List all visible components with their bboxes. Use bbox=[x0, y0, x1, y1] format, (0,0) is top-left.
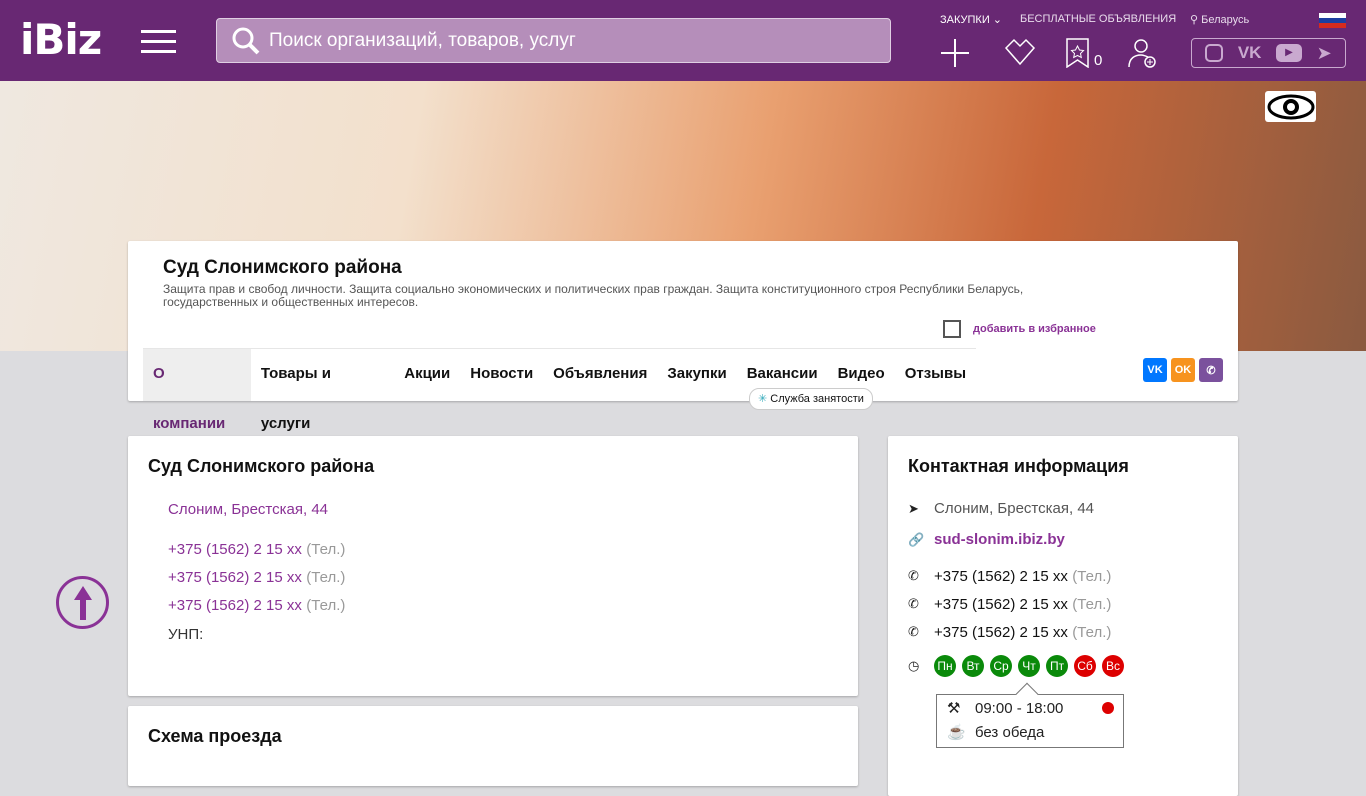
add-user-icon[interactable] bbox=[1128, 38, 1158, 68]
youtube-icon[interactable]: ▶ bbox=[1276, 44, 1303, 62]
logo[interactable]: iBiz bbox=[20, 15, 102, 64]
unp-label: УНП: bbox=[168, 626, 204, 643]
route-card: Схема проезда bbox=[128, 706, 858, 786]
tools-icon: ⚒ bbox=[947, 700, 961, 717]
accessibility-eye-icon[interactable] bbox=[1265, 91, 1316, 122]
tab-ads[interactable]: Объявления bbox=[553, 365, 648, 382]
russian-flag-icon[interactable] bbox=[1319, 13, 1346, 28]
tab-products[interactable]: Товары и услуги bbox=[260, 365, 331, 432]
purchases-dropdown[interactable]: ЗАКУПКИ ⌄ bbox=[940, 13, 1002, 26]
weekdays: Пн Вт Ср Чт Пт Сб Вс bbox=[934, 655, 1130, 677]
phone-link[interactable]: +375 (1562) 2 15 xx bbox=[168, 597, 302, 614]
coffee-icon: ☕ bbox=[947, 724, 966, 741]
social-links: VK ▶ ➤ bbox=[1191, 38, 1346, 68]
favorites-count: 0 bbox=[1094, 52, 1103, 69]
tab-about[interactable]: О компании bbox=[143, 349, 251, 432]
contact-phone[interactable]: +375 (1562) 2 15 xx bbox=[934, 595, 1068, 613]
sparkle-icon: ✳ bbox=[758, 393, 768, 405]
company-description: Защита прав и свобод личности. Защита со… bbox=[163, 282, 1024, 309]
top-header: iBiz ЗАКУПКИ ⌄ БЕСПЛАТНЫЕ ОБЪЯВЛЕНИЯ ⚲ Б… bbox=[0, 0, 1366, 81]
day-badge[interactable]: Пн bbox=[934, 655, 956, 677]
phone-row: +375 (1562) 2 15 xx (Тел.) bbox=[168, 564, 345, 592]
tab-reviews[interactable]: Отзывы bbox=[904, 365, 966, 382]
add-favorite-label: добавить в избранное bbox=[973, 323, 1096, 335]
phone-icon: ✆ bbox=[908, 624, 919, 639]
day-badge[interactable]: Чт bbox=[1018, 655, 1040, 677]
route-title: Схема проезда bbox=[148, 726, 282, 746]
arrow-up-icon bbox=[73, 585, 92, 620]
hours-popup: ⚒ 09:00 - 18:00 ☕ без обеда bbox=[936, 682, 1124, 748]
phone-type: (Тел.) bbox=[306, 569, 346, 586]
employment-label: Служба занятости bbox=[770, 393, 864, 405]
odnoklassniki-share-icon[interactable]: OK bbox=[1171, 358, 1195, 382]
bookmark-star-icon[interactable] bbox=[1066, 38, 1090, 68]
contacts-card: Контактная информация ➤ Слоним, Брестская… bbox=[888, 436, 1238, 796]
phone-type: (Тел.) bbox=[1072, 595, 1112, 613]
contact-phone[interactable]: +375 (1562) 2 15 xx bbox=[934, 567, 1068, 585]
search-icon[interactable] bbox=[231, 26, 261, 56]
phone-icon: ✆ bbox=[908, 568, 919, 583]
scroll-up-button[interactable] bbox=[56, 576, 109, 629]
search-bar bbox=[216, 18, 891, 63]
link-icon: 🔗 bbox=[908, 531, 925, 547]
vk-share-icon[interactable]: VK bbox=[1143, 358, 1167, 382]
company-tabs: О компании Товары и услуги Акции Новости… bbox=[143, 348, 976, 432]
add-favorite-checkbox[interactable]: добавить в избранное bbox=[943, 320, 1096, 338]
phone-row: +375 (1562) 2 15 xx (Тел.) bbox=[168, 536, 345, 564]
contact-phone[interactable]: +375 (1562) 2 15 xx bbox=[934, 623, 1068, 641]
status-dot bbox=[1102, 702, 1114, 714]
vk-icon[interactable]: VK bbox=[1237, 43, 1262, 62]
menu-icon[interactable] bbox=[141, 30, 176, 54]
tab-news[interactable]: Новости bbox=[470, 365, 534, 382]
contact-address: Слоним, Брестская, 44 bbox=[934, 500, 1095, 517]
day-badge[interactable]: Пт bbox=[1046, 655, 1068, 677]
phone-link[interactable]: +375 (1562) 2 15 xx bbox=[168, 569, 302, 586]
phone-type: (Тел.) bbox=[1072, 567, 1112, 585]
purchases-label: ЗАКУПКИ bbox=[940, 14, 990, 26]
company-info-card: Суд Слонимского района Слоним, Брестская… bbox=[128, 436, 858, 696]
company-header-card: Суд Слонимского района Защита прав и сво… bbox=[128, 241, 1238, 432]
site-link[interactable]: sud-slonim.ibiz.by bbox=[934, 531, 1065, 548]
work-hours: 09:00 - 18:00 bbox=[975, 699, 1064, 717]
address-link[interactable]: Слоним, Брестская, 44 bbox=[168, 501, 329, 518]
phone-type: (Тел.) bbox=[306, 597, 346, 614]
tab-video[interactable]: Видео bbox=[837, 365, 885, 382]
lunch-info: без обеда bbox=[975, 723, 1045, 741]
tab-purchases[interactable]: Закупки bbox=[667, 365, 727, 382]
phone-icon: ✆ bbox=[908, 596, 919, 611]
region-label: Беларусь bbox=[1201, 14, 1250, 26]
phone-row: +375 (1562) 2 15 xx (Тел.) bbox=[168, 592, 345, 620]
phone-link[interactable]: +375 (1562) 2 15 xx bbox=[168, 541, 302, 558]
day-badge[interactable]: Вс bbox=[1102, 655, 1124, 677]
company-title: Суд Слонимского района bbox=[163, 257, 402, 278]
day-badge[interactable]: Ср bbox=[990, 655, 1012, 677]
phone-type: (Тел.) bbox=[306, 541, 346, 558]
navigation-arrow-icon: ➤ bbox=[908, 500, 919, 516]
tab-vacancies[interactable]: Вакансии bbox=[746, 365, 818, 382]
checkbox-icon bbox=[943, 320, 961, 338]
location-pin-icon: ⚲ bbox=[1190, 14, 1199, 26]
contacts-title: Контактная информация bbox=[908, 456, 1129, 476]
add-icon[interactable] bbox=[940, 38, 970, 68]
employment-service-badge[interactable]: ✳ Служба занятости bbox=[749, 388, 873, 410]
tab-promotions[interactable]: Акции bbox=[404, 365, 451, 382]
viber-share-icon[interactable]: ✆ bbox=[1199, 358, 1223, 382]
instagram-icon[interactable] bbox=[1205, 44, 1224, 62]
info-title: Суд Слонимского района bbox=[148, 456, 375, 476]
phone-type: (Тел.) bbox=[1072, 623, 1112, 641]
handshake-icon[interactable] bbox=[1004, 38, 1036, 68]
clock-icon: ◷ bbox=[908, 658, 920, 673]
free-ads-link[interactable]: БЕСПЛАТНЫЕ ОБЪЯВЛЕНИЯ bbox=[1020, 13, 1177, 25]
day-badge[interactable]: Вт bbox=[962, 655, 984, 677]
chevron-down-icon: ⌄ bbox=[992, 14, 1003, 26]
search-input[interactable] bbox=[269, 29, 869, 52]
day-badge[interactable]: Сб bbox=[1074, 655, 1096, 677]
telegram-icon[interactable]: ➤ bbox=[1316, 42, 1332, 63]
region-selector[interactable]: ⚲ Беларусь bbox=[1190, 13, 1249, 26]
